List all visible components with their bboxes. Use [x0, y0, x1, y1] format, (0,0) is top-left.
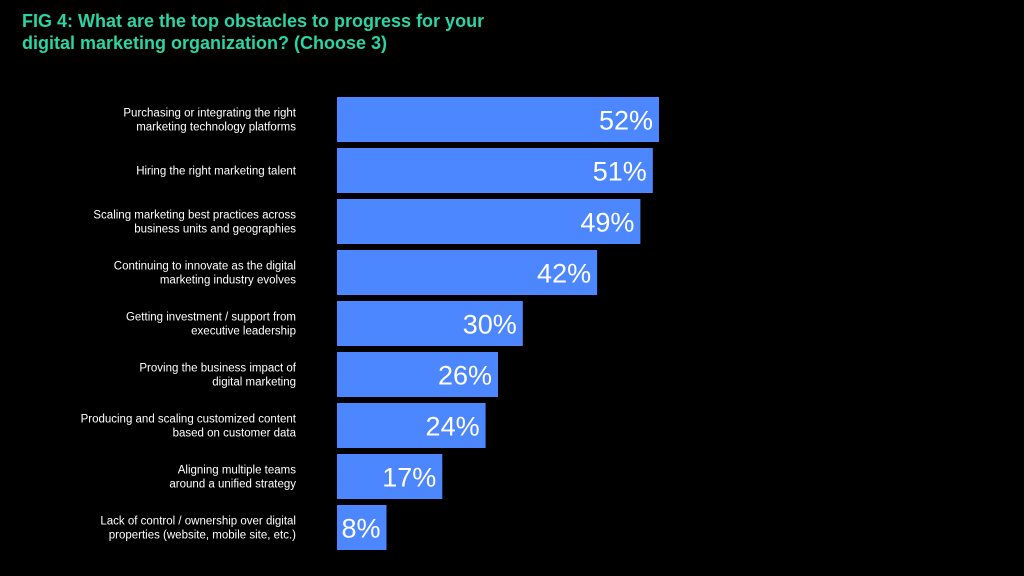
chart-title: FIG 4: What are the top obstacles to pro… — [22, 10, 722, 54]
category-label-8: Aligning multiple teams around a unified … — [169, 465, 296, 491]
value-label-1: 52% — [599, 106, 653, 136]
value-label-3: 49% — [580, 208, 634, 238]
chart-title-line-1: FIG 4: What are the top obstacles to pro… — [22, 11, 485, 31]
category-label-5: Getting investment / support from executi… — [126, 312, 296, 338]
value-label-5: 30% — [463, 310, 517, 340]
category-label-6: Proving the business impact of digital ma… — [139, 363, 296, 389]
category-label-9: Lack of control / ownership over digital… — [100, 516, 296, 542]
bar-1 — [337, 97, 659, 142]
value-label-7: 24% — [426, 412, 480, 442]
bar-4 — [337, 250, 598, 295]
category-label-2: Hiring the right marketing talent — [136, 166, 297, 178]
bar-6 — [337, 352, 498, 397]
value-label-6: 26% — [438, 361, 492, 391]
value-label-4: 42% — [537, 259, 591, 289]
value-label-2: 51% — [593, 157, 647, 187]
value-label-8: 17% — [382, 463, 436, 493]
bar-5 — [337, 301, 523, 346]
bar-8 — [337, 454, 443, 499]
chart-title-line-2: digital marketing organization? (Choose … — [22, 33, 388, 53]
category-label-7: Producing and scaling customized content… — [81, 414, 297, 440]
category-label-4: Continuing to innovate as the digital mar… — [114, 261, 296, 287]
bar-3 — [337, 199, 641, 244]
bar-7 — [337, 403, 486, 448]
category-label-1: Purchasing or integrating the right marke… — [123, 108, 296, 134]
value-label-9: 8% — [341, 514, 380, 544]
category-label-3: Scaling marketing best practices across b… — [93, 210, 296, 236]
bar-2 — [337, 148, 653, 193]
bar-9 — [337, 505, 387, 550]
